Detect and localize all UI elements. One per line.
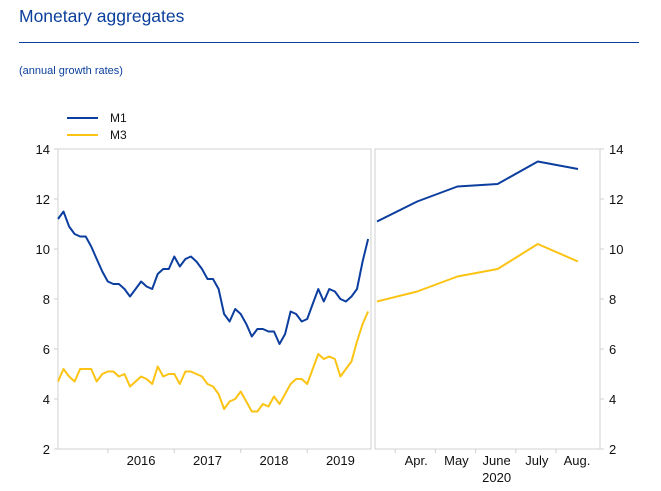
page-title: Monetary aggregates <box>19 6 185 26</box>
series-line-m1-monthly <box>57 210 370 345</box>
y-tick-label-right: 14 <box>609 142 623 157</box>
legend-label-m3: M3 <box>110 128 127 142</box>
y-tick-label-right: 6 <box>609 342 616 357</box>
x-tick-label-2018: 2018 <box>260 453 289 468</box>
x-tick-label-july: July <box>525 453 549 468</box>
y-tick-label-left: 12 <box>36 192 50 207</box>
y-tick-label-right: 4 <box>609 392 616 407</box>
x-tick-label-june: June <box>482 453 510 468</box>
chart-subtitle: (annual growth rates) <box>19 65 123 77</box>
x-tick-label-2016: 2016 <box>127 453 156 468</box>
panel-frame-right <box>374 148 601 450</box>
y-tick-label-left: 6 <box>43 342 50 357</box>
y-tick-label-right: 12 <box>609 192 623 207</box>
chart-panel-monthly: 2 4 6 8 10 12 14 2016 2017 2018 2019 <box>36 142 372 468</box>
y-tick-label-right: 2 <box>609 442 616 457</box>
series-line-m3-2020 <box>376 243 579 303</box>
legend-label-m1: M1 <box>110 111 127 125</box>
x-tick-label-2019: 2019 <box>326 453 355 468</box>
y-tick-label-right: 8 <box>609 292 616 307</box>
y-tick-label-left: 4 <box>43 392 50 407</box>
series-line-m1-2020 <box>376 160 579 223</box>
x-tick-label-2017: 2017 <box>193 453 222 468</box>
y-tick-label-left: 2 <box>43 442 50 457</box>
series-line-m3-monthly <box>57 311 370 413</box>
y-tick-label-left: 14 <box>36 142 50 157</box>
y-tick-label-right: 10 <box>609 242 623 257</box>
chart-panel-2020: 2 4 6 8 10 12 14 Apr. May June July Aug. 2020 <box>374 142 623 485</box>
x-tick-label-apr: Apr. <box>405 453 428 468</box>
x-tick-label-aug: Aug. <box>564 453 591 468</box>
y-tick-label-left: 10 <box>36 242 50 257</box>
title-divider <box>19 42 639 43</box>
x-tick-label-may: May <box>444 453 469 468</box>
x-year-label-2020: 2020 <box>482 470 511 485</box>
y-tick-label-left: 8 <box>43 292 50 307</box>
